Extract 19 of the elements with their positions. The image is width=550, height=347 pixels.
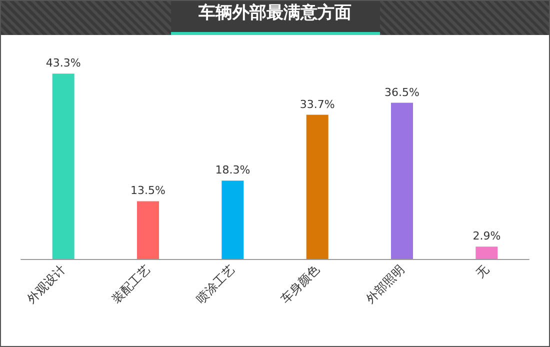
bar: [52, 74, 74, 259]
x-tick-label: 喷涂工艺: [194, 262, 238, 306]
data-label: 43.3%: [46, 56, 81, 70]
bar: [137, 201, 159, 259]
x-tick-label: 无: [473, 262, 492, 280]
data-label: 18.3%: [215, 164, 250, 177]
data-label: 13.5%: [130, 184, 166, 198]
x-tick-label: 装配工艺: [109, 262, 153, 306]
x-tick-label: 车身颜色: [278, 262, 322, 306]
data-label: 33.7%: [300, 98, 335, 111]
x-tick-label: 外部照明: [363, 262, 407, 306]
data-label: 2.9%: [472, 230, 501, 243]
chart-title: 车辆外部最满意方面: [170, 1, 380, 35]
bar: [222, 180, 244, 259]
bar: [476, 246, 498, 259]
bar: [391, 102, 413, 259]
bar: [306, 114, 328, 259]
x-tick-label: 外观设计: [24, 262, 68, 306]
data-label: 36.5%: [384, 86, 420, 99]
